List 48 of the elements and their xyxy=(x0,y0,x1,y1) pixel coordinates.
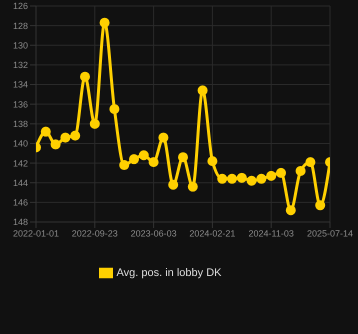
point xyxy=(217,174,228,184)
point xyxy=(50,139,61,150)
point xyxy=(70,130,80,141)
point xyxy=(198,85,208,96)
point xyxy=(207,156,218,166)
point xyxy=(246,176,257,186)
point xyxy=(100,18,110,28)
point xyxy=(305,157,316,168)
x-tick-label: 2023-06-03 xyxy=(130,228,177,238)
point xyxy=(129,154,139,164)
x-tick-label: 2022-01-01 xyxy=(12,228,60,238)
point xyxy=(158,132,168,143)
y-tick-label: 148 xyxy=(12,217,28,228)
point xyxy=(60,132,70,143)
point xyxy=(296,166,306,176)
legend-label: Avg. pos. in lobby DK xyxy=(116,266,222,279)
point xyxy=(236,172,247,183)
point xyxy=(80,72,90,82)
x-tick-label: 2024-02-21 xyxy=(189,228,236,238)
point xyxy=(227,174,237,184)
point xyxy=(266,170,276,181)
y-tick-label: 134 xyxy=(12,80,28,90)
y-tick-label: 136 xyxy=(12,99,28,110)
y-tick-label: 126 xyxy=(12,1,28,12)
y-tick-label: 144 xyxy=(12,178,28,188)
point xyxy=(168,180,178,190)
point xyxy=(256,174,266,184)
point xyxy=(188,182,198,192)
point xyxy=(138,150,149,160)
point xyxy=(178,152,188,162)
point xyxy=(148,157,159,168)
point xyxy=(119,160,130,170)
point xyxy=(315,200,326,210)
y-tick-label: 146 xyxy=(12,198,28,208)
point xyxy=(109,104,120,114)
y-tick-label: 128 xyxy=(12,20,28,31)
x-tick-label: 2024-11-03 xyxy=(248,228,294,238)
point xyxy=(40,126,51,137)
y-tick-label: 140 xyxy=(12,138,28,149)
point xyxy=(276,168,286,178)
x-tick-label: 2022-09-23 xyxy=(72,228,118,238)
y-tick-label: 142 xyxy=(12,158,28,168)
point xyxy=(286,205,296,216)
y-tick-label: 130 xyxy=(12,40,28,50)
y-tick-label: 138 xyxy=(12,119,28,130)
point xyxy=(90,118,100,129)
y-tick-label: 132 xyxy=(12,60,28,70)
x-tick-label: 2025-07-14 xyxy=(306,228,354,238)
